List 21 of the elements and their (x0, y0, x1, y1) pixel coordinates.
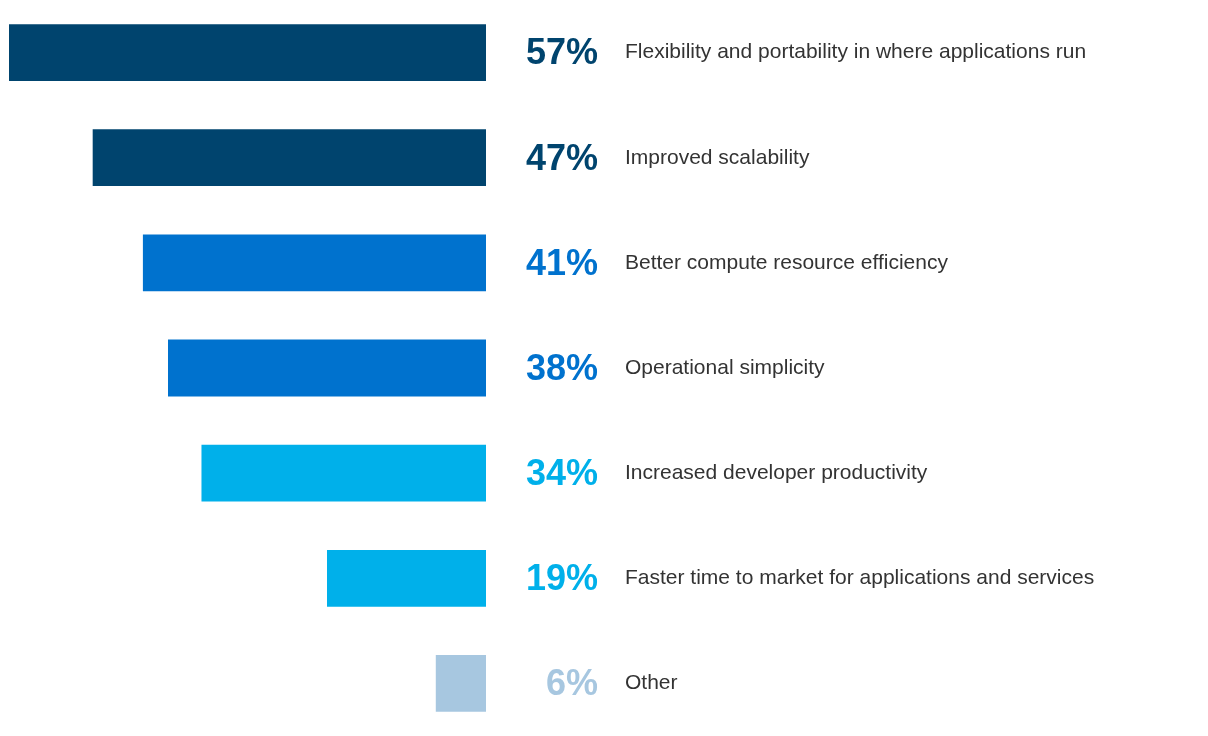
y-tick-label: Faster time to market for applications and services (625, 565, 1095, 589)
bar (435, 655, 486, 712)
data-label: 41% (525, 241, 598, 283)
data-label: 57% (525, 31, 598, 73)
bar (92, 129, 486, 187)
bar (327, 549, 486, 607)
y-tick-label: Operational simplicity (625, 354, 826, 378)
y-tick-label: Increased developer productivity (625, 459, 928, 483)
bar (168, 339, 486, 397)
data-label: 38% (525, 346, 598, 388)
bar (142, 234, 486, 292)
y-tick-label: Other (625, 670, 678, 694)
y-tick-label: Flexibility and portability in where applications run (625, 39, 1087, 63)
data-label: 6% (545, 662, 598, 704)
data-label: 47% (525, 136, 598, 178)
y-tick-label: Improved scalability (625, 144, 810, 168)
data-label: 34% (525, 452, 598, 494)
y-tick-label: Better compute resource efficiency (625, 249, 949, 273)
bar (201, 444, 486, 502)
bar (9, 24, 486, 81)
data-label: 19% (525, 557, 598, 599)
